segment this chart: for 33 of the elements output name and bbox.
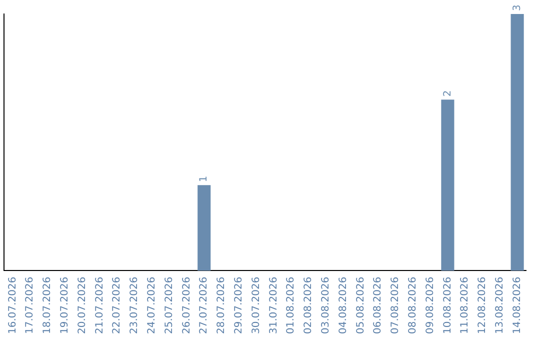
x-tick-label: 12.08.2026 xyxy=(477,276,488,334)
x-tick-label: 29.07.2026 xyxy=(233,276,244,334)
x-tick-label: 26.07.2026 xyxy=(181,276,192,334)
x-tick-label: 05.08.2026 xyxy=(355,276,366,334)
data-label: 1 xyxy=(198,176,210,182)
x-tick-label: 28.07.2026 xyxy=(216,276,228,334)
x-tick-label: 06.08.2026 xyxy=(372,276,384,334)
x-tick-label: 03.08.2026 xyxy=(320,276,332,334)
x-tick-label: 11.08.2026 xyxy=(460,276,471,334)
x-tick-label: 24.07.2026 xyxy=(146,276,158,334)
x-tick-label: 13.08.2026 xyxy=(494,276,506,334)
x-tick-label: 19.07.2026 xyxy=(59,276,70,334)
data-label: 2 xyxy=(442,90,454,97)
x-tick-label: 14.08.2026 xyxy=(512,276,523,334)
x-tick-label: 23.07.2026 xyxy=(129,276,140,334)
x-tick-label: 08.08.2026 xyxy=(407,276,418,334)
x-tick-label: 25.07.2026 xyxy=(164,276,175,334)
x-tick-label: 07.08.2026 xyxy=(390,276,402,334)
x-tick-label: 01.08.2026 xyxy=(286,276,297,334)
x-tick-label: 31.07.2026 xyxy=(268,276,280,334)
x-tick-label: 21.07.2026 xyxy=(94,276,106,334)
x-tick-label: 10.08.2026 xyxy=(442,276,454,334)
x-tick-label: 20.07.2026 xyxy=(76,276,88,334)
x-tick-label: 02.08.2026 xyxy=(303,276,314,334)
x-tick-label: 18.07.2026 xyxy=(42,276,54,334)
x-tick-label: 30.07.2026 xyxy=(250,276,262,334)
x-tick-label: 16.07.2026 xyxy=(7,276,18,334)
x-tick-label: 04.08.2026 xyxy=(338,276,349,334)
x-tick-label: 27.07.2026 xyxy=(198,276,210,334)
x-tick-label: 22.07.2026 xyxy=(112,276,123,334)
x-tick-label: 17.07.2026 xyxy=(24,276,36,334)
data-label: 3 xyxy=(512,4,523,11)
x-tick-label: 09.08.2026 xyxy=(424,276,436,334)
